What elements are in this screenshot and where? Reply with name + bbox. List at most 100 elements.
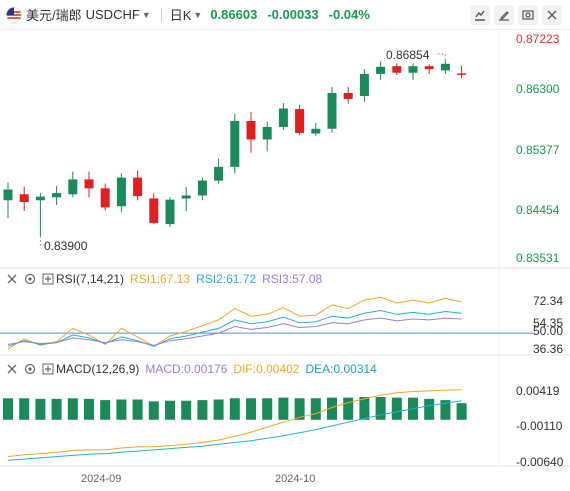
macd-histogram-bar [246,398,256,420]
rsi-axis-label: 72.34 [533,294,564,308]
macd-histogram-bar [456,403,467,420]
rsi-axis-label: 50.00 [533,324,564,338]
screenshot-button[interactable] [518,5,538,25]
macd-histogram-bar [51,398,62,420]
candle-body [327,93,337,129]
high-price-label: 0.86854 [386,48,430,62]
rsi-axis-label: 54.35 [533,316,564,330]
candle-body [100,188,110,208]
close-icon[interactable] [6,273,18,285]
toolbar [466,5,562,25]
symbol-code[interactable]: USDCHF [85,7,140,22]
fullscreen-button[interactable] [542,5,562,25]
period-dropdown-icon[interactable]: ▼ [193,9,203,20]
macd-histogram-bar [84,398,94,420]
price-change: -0.00033 [267,7,319,22]
candle-body [457,73,467,75]
candle-body [68,179,78,195]
candle-body [52,193,62,198]
macd-series [3,389,467,461]
macd-info-row: MACD(12,26,9) MACD:0.00176 DIF:0.00402 D… [6,361,383,377]
y-axis-label: 0.87223 [516,32,560,46]
macd-histogram-bar [197,400,208,420]
x-axis-label: 2024-09 [81,473,122,485]
macd-histogram-bar [262,398,273,420]
us-flag-icon [6,6,22,23]
candlestick-series [3,60,467,237]
y-axis-label: 0.86300 [516,82,560,96]
macd-value: MACD:0.00176 [145,362,228,376]
rsi3-line [7,317,462,346]
macd-indicator-name[interactable]: MACD(12,26,9) [56,362,140,376]
macd-axis-label: -0.00110 [516,419,563,433]
candle-body [116,177,126,207]
edit-tool-button[interactable] [494,5,514,25]
settings-icon[interactable] [24,273,36,285]
candle-body [230,121,240,167]
rsi1-value: RSI1:67.13 [130,272,191,286]
candle-body [35,196,45,201]
rsi3-value: RSI3:57.08 [262,272,323,286]
low-leader-line [39,236,44,246]
candle-body [408,66,418,73]
macd-histogram-bar [132,399,143,420]
dea-line [7,400,462,461]
rsi2-value: RSI2:61.72 [196,272,257,286]
candle-body [311,128,321,134]
macd-histogram-bar [35,398,46,420]
candle-body [19,194,29,203]
macd-histogram-bar [327,397,337,420]
fullscreen-icon [547,10,557,20]
candle-body [214,166,224,181]
expand-icon[interactable] [42,363,54,375]
candle-body [343,93,353,99]
x-axis-label: 2024-10 [275,473,316,485]
candle-body [424,66,434,70]
macd-histogram-bar [278,397,289,420]
macd-axis-label: 0.00419 [516,384,560,398]
macd-histogram-bar [3,398,13,420]
macd-histogram-bar [343,397,354,420]
dea-value: DEA:0.00314 [305,362,377,376]
close-icon[interactable] [6,363,18,375]
price-annotations [39,53,446,246]
period-selector[interactable]: 日K [169,8,192,23]
candle-body [392,66,402,73]
settings-icon[interactable] [24,363,36,375]
y-axis-label: 0.83531 [516,251,560,265]
rsi-indicator-name[interactable]: RSI(7,14,21) [56,272,125,286]
rsi1-line [7,296,462,350]
low-price-label: 0.83900 [44,239,88,253]
macd-histogram-bar [100,400,111,420]
candle-body [262,126,272,140]
macd-histogram-bar [116,399,127,420]
macd-histogram-bar [67,398,78,420]
y-axis-label: 0.85377 [516,143,560,157]
macd-histogram-bar [148,401,159,420]
expand-icon[interactable] [42,273,54,285]
rsi-axis-label: 36.36 [533,342,564,356]
candle-body [3,189,13,201]
symbol-dropdown-icon[interactable]: ▼ [141,9,151,20]
candle-body [295,109,305,133]
dif-value: DIF:0.00402 [233,362,300,376]
candle-body [376,66,386,74]
high-leader-line [436,53,446,61]
candle-body [84,179,94,189]
rsi2-line [7,309,462,347]
edit-tool-icon [499,11,509,21]
last-price: 0.86603 [210,7,258,22]
candle-body [197,180,207,196]
macd-histogram-bar [213,399,224,420]
candle-body [359,73,369,96]
symbol-name[interactable]: 美元/瑞郎 [26,8,82,23]
draw-tool-button[interactable] [470,5,490,25]
screenshot-icon [522,10,534,20]
macd-histogram-bar [294,398,305,420]
macd-histogram-bar [359,397,370,420]
macd-axis-label: -0.00640 [516,455,564,469]
y-axis-label: 0.84454 [516,203,560,217]
macd-histogram-bar [375,397,386,420]
